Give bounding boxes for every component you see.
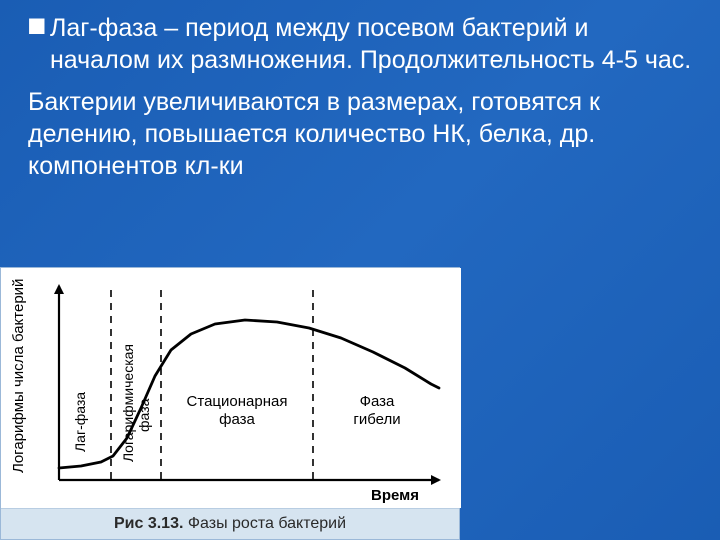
caption-text: Фазы роста бактерий — [183, 515, 346, 532]
figure-caption: Рис 3.13. Фазы роста бактерий — [1, 508, 459, 539]
svg-text:фаза: фаза — [136, 398, 152, 432]
svg-text:гибели: гибели — [353, 411, 400, 428]
svg-text:Лаг-фаза: Лаг-фаза — [72, 392, 88, 452]
svg-text:Фаза: Фаза — [360, 393, 395, 410]
bullet-text: Лаг-фаза – период между посевом бактерий… — [46, 12, 692, 76]
svg-text:фаза: фаза — [219, 411, 255, 428]
svg-text:Логарифмы числа бактерий: Логарифмы числа бактерий — [10, 279, 27, 473]
figure-container: Логарифмы числа бактерий Время Лаг-фаза Лог… — [0, 267, 460, 540]
bullet-item: ⯀ Лаг-фаза – период между посевом бактер… — [28, 12, 692, 76]
chart-svg: Логарифмы числа бактерий Время Лаг-фаза Лог… — [1, 268, 461, 508]
svg-text:Логарифмическая: Логарифмическая — [120, 344, 136, 462]
bullet-marker: ⯀ — [28, 12, 46, 76]
growth-chart: Логарифмы числа бактерий Время Лаг-фаза Лог… — [1, 268, 459, 508]
sub-text: Бактерии увеличиваются в размерах, готов… — [28, 86, 692, 182]
svg-text:Время: Время — [371, 487, 419, 504]
caption-prefix: Рис 3.13. — [114, 515, 183, 532]
svg-text:Стационарная: Стационарная — [187, 393, 288, 410]
slide-body: ⯀ Лаг-фаза – период между посевом бактер… — [0, 0, 720, 182]
